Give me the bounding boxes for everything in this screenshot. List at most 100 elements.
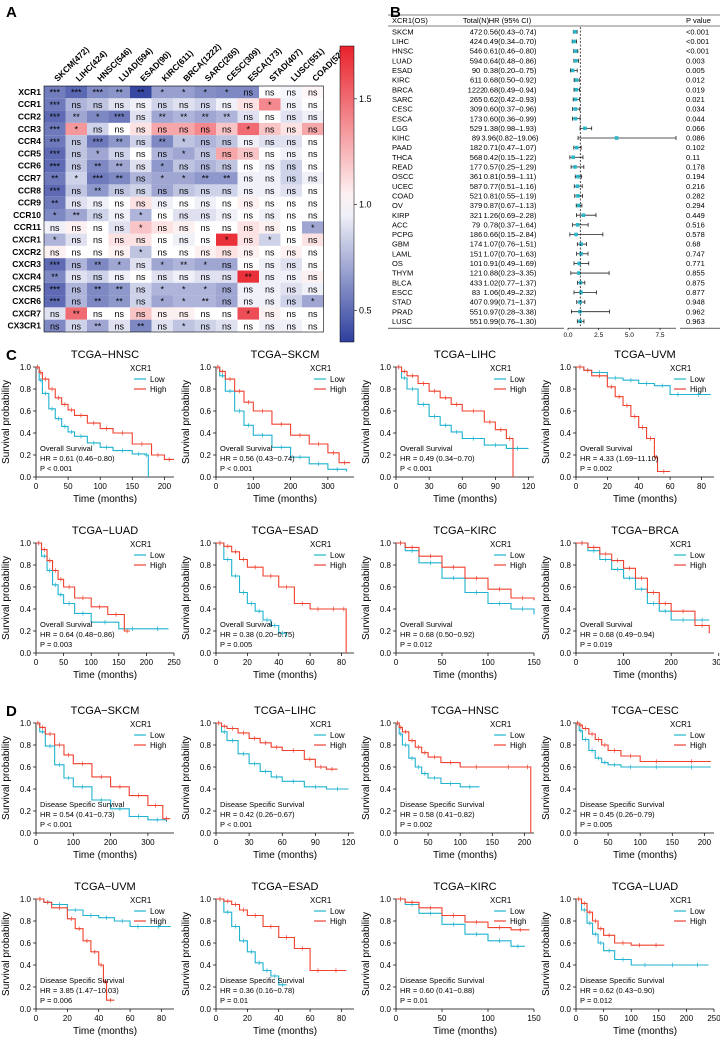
y-tick-label: 0.0 xyxy=(380,649,392,658)
heatmap-cell xyxy=(44,233,66,246)
heatmap-cell xyxy=(130,221,152,234)
heatmap-cell xyxy=(194,221,216,234)
heatmap-cell xyxy=(173,147,195,160)
heatmap-cell xyxy=(237,122,259,136)
legend-low-label: Low xyxy=(330,731,345,740)
hazard-ratio: HR = 4.33 (1.69−11.10) xyxy=(580,454,659,463)
heatmap-cell xyxy=(280,159,302,173)
hr-ci: 1.07(0.76–1.51) xyxy=(484,240,537,249)
low-curve-censor xyxy=(448,781,453,786)
heatmap-cell xyxy=(108,159,130,173)
row-label: CCR5 xyxy=(18,148,41,158)
cancer-label: THCA xyxy=(392,153,412,162)
x-tick-label: 50 xyxy=(438,1014,447,1023)
high-curve-censor xyxy=(474,764,479,770)
heatmap-cell xyxy=(280,196,302,209)
row-label: CCR2 xyxy=(18,111,41,121)
p-value: <0.001 xyxy=(686,47,709,56)
hazard-ratio: HR = 0.60 (0.41−0.88) xyxy=(400,986,475,995)
high-curve-censor xyxy=(507,436,512,441)
high-curve-censor xyxy=(91,420,96,426)
cancer-label: BLCA xyxy=(392,278,412,287)
heatmap-cell xyxy=(151,307,173,320)
total-n: 529 xyxy=(470,124,483,133)
high-curve-censor xyxy=(612,748,617,753)
y-tick-label: 1.0 xyxy=(200,363,212,372)
cell-significance: ns xyxy=(50,223,60,233)
y-tick-label: 0.8 xyxy=(20,741,32,750)
hr-marker xyxy=(575,184,580,189)
heatmap-cell xyxy=(259,245,281,259)
header-pvalue: P value xyxy=(686,16,711,25)
cell-significance: ns xyxy=(286,247,296,257)
y-axis-label: Survival probability xyxy=(181,556,192,640)
low-curve-censor xyxy=(467,784,472,789)
cell-significance: * xyxy=(53,235,57,245)
heatmap-cell xyxy=(87,172,109,185)
high-curve-censor xyxy=(443,395,448,400)
low-curve-censor xyxy=(80,611,85,616)
hr-ci: 1.07(0.70–1.63) xyxy=(484,249,537,258)
cell-significance: ns xyxy=(286,161,296,171)
heatmap-cell xyxy=(280,221,302,234)
heatmap-cell xyxy=(44,122,66,136)
y-tick-label: 0.6 xyxy=(380,583,392,592)
heatmap-cell xyxy=(87,209,109,222)
panel-c: C TCGA−HNSC XCR1 Low High 0.0 0.2 0.4 0.6 0.8 1.0… xyxy=(0,345,720,701)
heatmap-cell xyxy=(65,295,87,308)
cell-significance: ns xyxy=(136,124,146,134)
cell-significance: * xyxy=(53,211,57,221)
p-value: 0.771 xyxy=(686,259,705,268)
high-curve-censor xyxy=(402,369,407,374)
x-axis-label: Time (months) xyxy=(253,670,317,681)
p-value: P = 0.005 xyxy=(580,820,612,829)
cell-significance: ns xyxy=(157,186,167,196)
y-tick-label: 0.2 xyxy=(200,627,212,636)
heatmap-cell xyxy=(44,258,66,271)
heatmap-cell xyxy=(216,307,238,320)
total-n: 177 xyxy=(470,163,483,172)
high-curve-censor xyxy=(654,759,659,764)
y-tick-label: 0.2 xyxy=(200,983,212,992)
high-curve-censor xyxy=(422,750,427,755)
high-curve-censor xyxy=(297,433,302,438)
cell-significance: * xyxy=(182,149,186,159)
cell-significance: ns xyxy=(114,186,124,196)
y-tick-label: 1.0 xyxy=(200,719,212,728)
heatmap-cell xyxy=(259,159,281,173)
cell-significance: ns xyxy=(179,211,189,221)
hr-ci: 0.81(0.59–1.11) xyxy=(484,172,537,181)
low-curve xyxy=(216,366,348,472)
high-curve-censor xyxy=(84,938,89,943)
cell-significance: ns xyxy=(308,272,318,282)
heatmap-cell xyxy=(194,282,216,296)
plot-title: TCGA−UVM xyxy=(74,881,135,893)
total-n: 174 xyxy=(470,240,483,249)
cell-significance: * xyxy=(203,88,207,98)
cell-significance: * xyxy=(225,88,229,98)
low-curve-censor xyxy=(416,764,421,770)
heatmap-cell xyxy=(216,295,238,308)
cancer-label: ESCA xyxy=(392,114,412,123)
heatmap-cell xyxy=(151,184,173,197)
heatmap-cell xyxy=(65,258,87,271)
cancer-label: CESC xyxy=(392,105,413,114)
heatmap-cell xyxy=(130,319,152,332)
hr-marker xyxy=(570,68,575,73)
cell-significance: ns xyxy=(243,174,253,184)
heatmap-cell xyxy=(65,122,87,136)
y-tick-label: 0.2 xyxy=(380,983,392,992)
y-tick-label: 0.0 xyxy=(200,649,212,658)
hr-marker xyxy=(573,107,578,111)
y-tick-label: 0.8 xyxy=(200,917,212,926)
heatmap-cell xyxy=(194,159,216,173)
high-curve-censor xyxy=(596,737,601,742)
low-curve-censor xyxy=(80,784,85,789)
heatmap-cell xyxy=(216,122,238,136)
row-label: CXCR1 xyxy=(12,234,41,244)
heatmap-cell xyxy=(302,159,324,173)
y-tick-label: 1.0 xyxy=(560,363,572,372)
heatmap-cell xyxy=(65,245,87,259)
y-tick-label: 0.0 xyxy=(560,473,572,482)
heatmap-cell xyxy=(65,147,87,160)
